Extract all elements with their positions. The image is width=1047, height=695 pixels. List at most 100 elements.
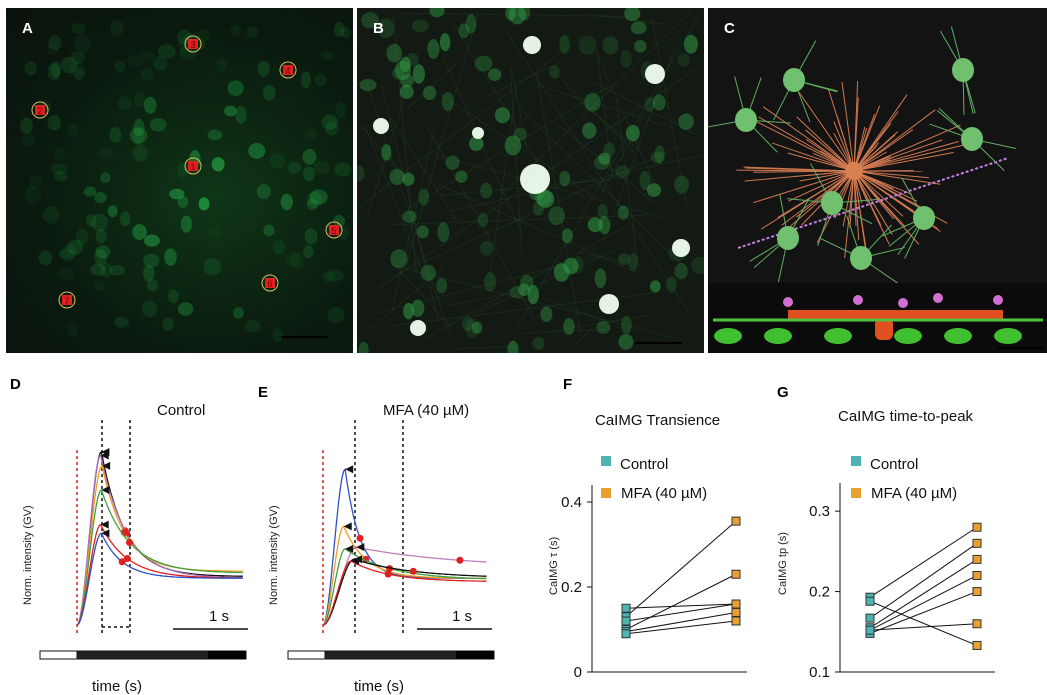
fiber [358,33,586,208]
cell-soma [51,61,62,78]
dendrite [853,97,859,172]
cell-soma [602,36,619,55]
cell-soma [20,117,33,135]
control-point [621,603,631,613]
cell-soma [334,162,352,177]
cell-soma [140,68,154,81]
bright-cell [523,36,541,54]
cell-soma [399,84,414,99]
cell-soma [411,19,429,33]
fiber [360,125,411,185]
cell-soma [783,68,805,92]
legend-swatch-mfa [851,488,861,498]
stimulus-bar-end [456,651,494,659]
cell-soma [95,229,107,244]
cell-soma [423,85,437,101]
intensity-trace [76,464,243,626]
fiber [478,247,620,313]
cell-soma [42,206,60,224]
cell-soma [314,72,327,88]
mfa-point [731,608,741,617]
roi-label: 1 [190,162,195,172]
mfa-point [731,516,741,526]
y-tick-label: 0 [574,664,582,681]
roi-outline [325,221,343,239]
cell-soma [532,337,545,350]
decay-marker [126,539,134,547]
cell-soma [678,113,694,130]
panel-a-image: 1 2 3 4 5 6 7 [6,8,353,353]
cell-soma [505,8,516,21]
side-view-puncta [783,297,793,307]
cell-soma [302,166,315,182]
dendrite [788,170,855,202]
fiber [598,14,665,25]
cell-soma [304,228,318,245]
cell-soma [333,22,345,38]
cell-soma [652,94,666,111]
fiber [446,290,523,307]
cell-soma [621,315,632,335]
peak-marker [102,461,111,470]
cell-soma [149,118,167,132]
cell-soma [389,168,405,185]
cell-soma [391,67,405,80]
panel-f-legend-mfa: MFA (40 µM) [621,485,708,502]
cell-soma [206,227,221,239]
bright-cell [645,64,665,84]
roi-outline [279,61,297,79]
cell-soma [468,136,484,152]
fiber [577,328,593,343]
cell-soma [272,328,284,343]
cell-soma [46,42,59,56]
cell-soma [235,106,247,124]
cell-soma [57,267,75,280]
side-view-puncta [853,295,863,305]
dendrite [853,170,929,179]
cell-soma [624,8,641,22]
panel-d-title: Control [157,402,206,419]
cell-soma [306,198,318,210]
cell-soma [47,114,61,131]
fiber [443,59,523,235]
control-point [865,596,875,606]
cell-soma [458,23,470,39]
decay-marker [386,565,394,573]
roi-marker [188,161,198,171]
cell-soma [340,26,351,39]
cell-soma [68,61,86,78]
cell-soma [127,54,143,67]
starburst-soma [845,162,863,180]
roi-outline [31,101,49,119]
bright-cell [373,118,389,134]
cell-soma [416,225,429,239]
cell-soma [411,299,425,317]
panel-d-scalebar-label: 1 s [209,608,230,625]
dendrite [853,94,908,172]
mfa-point [972,587,982,597]
dendrite [744,170,855,182]
panel-d-xlabel: time (s) [92,678,142,695]
intensity-trace [76,532,243,626]
cell-soma [597,204,608,219]
cell-soma [67,123,79,137]
cell-soma [24,186,42,203]
pair-line [869,542,978,619]
cell-soma [952,58,974,82]
dendrite [799,170,855,182]
pair-line [625,603,737,609]
cell-soma [386,43,402,63]
decay-marker [356,534,364,542]
mfa-point [972,538,982,548]
mfa-point [972,640,982,650]
panel-g-legend-mfa: MFA (40 µM) [871,485,958,502]
cell-soma [674,175,690,194]
cell-soma [420,264,436,281]
panel-label-e: E [258,384,269,401]
cell-soma [100,172,111,184]
side-view-soma [764,328,792,344]
cell-soma [198,197,210,211]
cell-soma [248,143,266,159]
cell-soma [109,127,122,143]
peak-marker [351,556,360,565]
